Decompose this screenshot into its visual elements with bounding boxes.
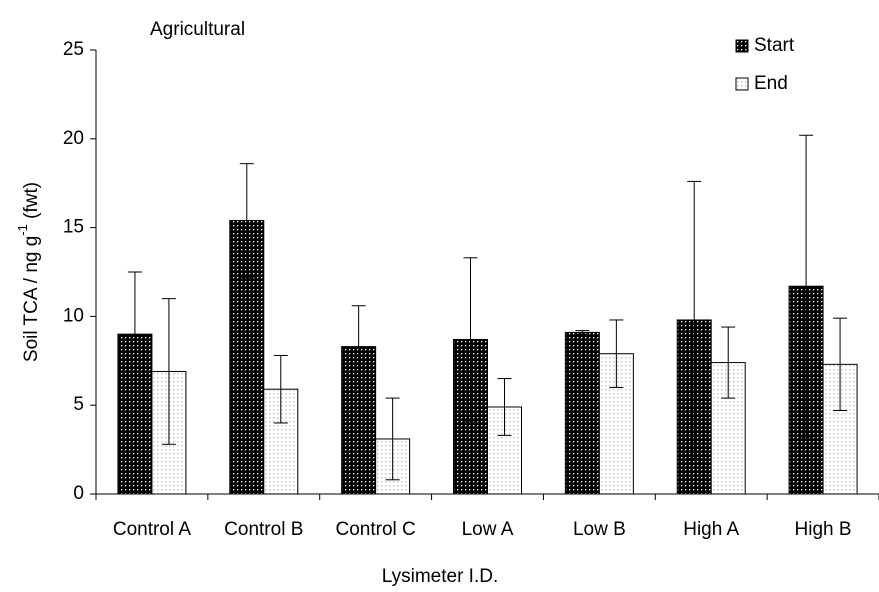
- legend-label: Start: [754, 35, 795, 56]
- error-bar: [161, 298, 176, 445]
- y-label-main: Soil TCA / ng g: [21, 236, 42, 362]
- error-bar: [385, 397, 400, 481]
- error-bar: [273, 354, 288, 424]
- bar: [564, 331, 600, 495]
- error-bar: [497, 378, 512, 436]
- x-tick-label: Control A: [113, 519, 191, 540]
- x-tick-label: Low B: [573, 519, 626, 540]
- y-tick-label: 5: [73, 394, 84, 415]
- x-tick-label: Control C: [336, 519, 416, 540]
- x-tick-label: Control B: [224, 519, 303, 540]
- bar: [710, 362, 746, 495]
- x-tick-label: Low A: [462, 519, 514, 540]
- y-label-end: (fwt): [21, 182, 42, 224]
- chart-title: Agricultural: [150, 19, 245, 40]
- y-tick-label: 0: [73, 483, 84, 504]
- error-bar: [609, 319, 624, 388]
- error-bar: [575, 330, 590, 335]
- legend-label: End: [754, 73, 788, 94]
- x-tick-label: High A: [683, 519, 739, 540]
- error-bar: [687, 180, 702, 459]
- error-bar: [721, 326, 736, 399]
- y-tick-label: 25: [63, 39, 84, 60]
- y-label-sup: -1: [15, 224, 30, 236]
- error-bar: [463, 257, 478, 422]
- legend-swatch: [735, 39, 749, 53]
- y-tick-label: 10: [63, 305, 84, 326]
- x-axis-label: Lysimeter I.D.: [382, 566, 499, 587]
- y-tick-label: 20: [63, 128, 84, 149]
- y-tick-label: 15: [63, 217, 84, 238]
- x-tick-label: High B: [795, 519, 852, 540]
- legend-swatch: [735, 77, 749, 91]
- y-axis-label: Soil TCA / ng g-1 (fwt): [15, 182, 42, 362]
- error-bar: [127, 271, 142, 397]
- error-bar: [239, 163, 254, 278]
- error-bar: [833, 317, 848, 412]
- error-bar: [351, 305, 366, 388]
- error-bar: [799, 134, 814, 438]
